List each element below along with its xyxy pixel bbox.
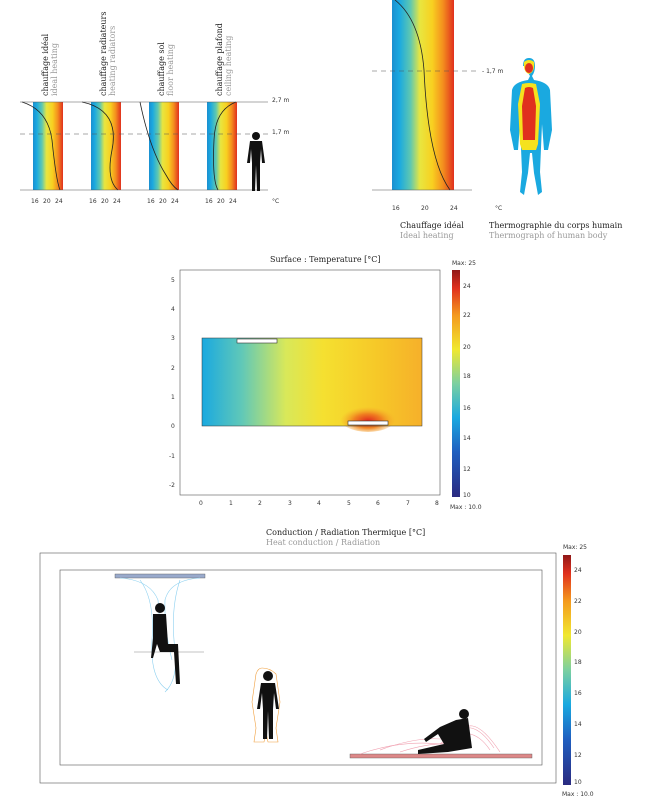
heating-profiles (20, 101, 268, 191)
ideal-heating-large (372, 0, 478, 191)
panel-radiator-heating (81, 101, 121, 191)
cb1-tick-16: 16 (463, 405, 471, 412)
y-tick-1: 1 (171, 394, 175, 401)
x-tick-6: 6 (376, 500, 380, 507)
seated-person-silhouette (151, 603, 180, 684)
y-tick-neg2: -2 (169, 482, 175, 489)
x-tick-0: 0 (199, 500, 203, 507)
x-tick-1: 1 (229, 500, 233, 507)
panel-ideal-heating (21, 101, 63, 191)
panel-ceiling-heating (207, 101, 237, 191)
tick-p4-16: 16 (205, 198, 213, 205)
panel-3-subtitle: floor heating (166, 44, 175, 96)
cb2-tick-10: 10 (574, 779, 582, 786)
thermograph-body (510, 58, 552, 195)
tick-p1-16: 16 (31, 198, 39, 205)
conduction-colorbar: Max: 25 24 22 20 18 16 14 12 10 Max : 10… (562, 544, 594, 798)
colorbar1-max: Max: 25 (452, 260, 476, 267)
cb1-tick-18: 18 (463, 373, 471, 380)
x-tick-7: 7 (406, 500, 410, 507)
ceiling-window (236, 338, 278, 344)
large-height-label: - 1,7 m (482, 68, 504, 75)
panel-tick-labels: 16 20 24 16 20 24 16 20 24 16 20 24 (31, 198, 237, 205)
cb2-tick-22: 22 (574, 598, 582, 605)
conduction-subtitle: Heat conduction / Radiation (266, 538, 380, 547)
cb1-tick-10: 10 (463, 492, 471, 499)
cb2-tick-18: 18 (574, 659, 582, 666)
person-silhouette (247, 132, 265, 191)
height-label-mid: 1,7 m (272, 129, 289, 136)
y-tick-0: 0 (171, 423, 175, 430)
large-tick-20: 20 (421, 205, 429, 212)
surface-temperature-field (201, 337, 423, 432)
tick-p2-16: 16 (89, 198, 97, 205)
tick-p4-24: 24 (229, 198, 237, 205)
tick-p3-24: 24 (171, 198, 179, 205)
standing-person-silhouette (251, 667, 281, 743)
large-unit-label: °C (495, 205, 502, 212)
unit-label: °C (272, 198, 279, 205)
surface-plot-title: Surface : Temperature [°C] (270, 255, 381, 264)
cb2-tick-16: 16 (574, 690, 582, 697)
caption-thermo-title: Thermographie du corps humain (489, 221, 622, 230)
colorbar1-min: Max : 10.0 (450, 504, 482, 511)
y-tick-neg1: -1 (169, 453, 175, 460)
cb1-tick-24: 24 (463, 283, 471, 290)
reclining-person-silhouette (418, 709, 472, 754)
surface-plot-axes: 5 4 3 2 1 0 -1 -2 0 1 2 3 4 5 6 7 8 (169, 269, 441, 507)
cb2-tick-24: 24 (574, 567, 582, 574)
caption-thermo-subtitle: Thermograph of human body (489, 231, 608, 240)
panel-4-title: chauffage plafond (215, 23, 224, 96)
cb1-tick-12: 12 (463, 466, 471, 473)
panel-1-title: chauffage idéal (41, 33, 50, 96)
cb1-tick-20: 20 (463, 344, 471, 351)
panel-3-title: chauffage sol (157, 42, 166, 96)
panel-titles: chauffage idéal ideal heating chauffage … (41, 12, 233, 96)
x-tick-2: 2 (258, 500, 262, 507)
tick-p1-24: 24 (55, 198, 63, 205)
cb1-tick-14: 14 (463, 435, 471, 442)
large-tick-24: 24 (450, 205, 458, 212)
conduction-room (39, 552, 557, 784)
panel-1-subtitle: ideal heating (50, 43, 59, 96)
colorbar2-min: Max : 10.0 (562, 791, 594, 798)
x-tick-8: 8 (435, 500, 439, 507)
cb2-tick-14: 14 (574, 721, 582, 728)
x-tick-5: 5 (347, 500, 351, 507)
panel-2-title: chauffage radiateurs (99, 12, 108, 96)
floor-radiator (347, 420, 389, 426)
x-tick-3: 3 (288, 500, 292, 507)
tick-p4-20: 20 (217, 198, 225, 205)
cb1-tick-22: 22 (463, 312, 471, 319)
large-tick-16: 16 (392, 205, 400, 212)
tick-p2-24: 24 (113, 198, 121, 205)
surface-colorbar: Max: 25 24 22 20 18 16 14 12 10 Max : 10… (450, 260, 482, 511)
tick-p1-20: 20 (43, 198, 51, 205)
tick-p3-16: 16 (147, 198, 155, 205)
tick-p3-20: 20 (159, 198, 167, 205)
caption-ideal-subtitle: Ideal heating (400, 231, 454, 240)
colorbar2-max: Max: 25 (563, 544, 587, 551)
caption-ideal-title: Chauffage idéal (400, 221, 464, 230)
panel-floor-heating (139, 101, 179, 191)
y-tick-2: 2 (171, 365, 175, 372)
panel-2-subtitle: heating radiators (108, 26, 117, 96)
height-label-top: 2,7 m (272, 97, 289, 104)
y-tick-5: 5 (171, 277, 175, 284)
tick-p2-20: 20 (101, 198, 109, 205)
conduction-title: Conduction / Radiation Thermique [°C] (266, 528, 425, 537)
y-tick-4: 4 (171, 306, 175, 313)
y-tick-3: 3 (171, 335, 175, 342)
cb2-tick-20: 20 (574, 629, 582, 636)
x-tick-4: 4 (317, 500, 321, 507)
cb2-tick-12: 12 (574, 752, 582, 759)
panel-4-subtitle: ceiling heating (224, 36, 233, 96)
